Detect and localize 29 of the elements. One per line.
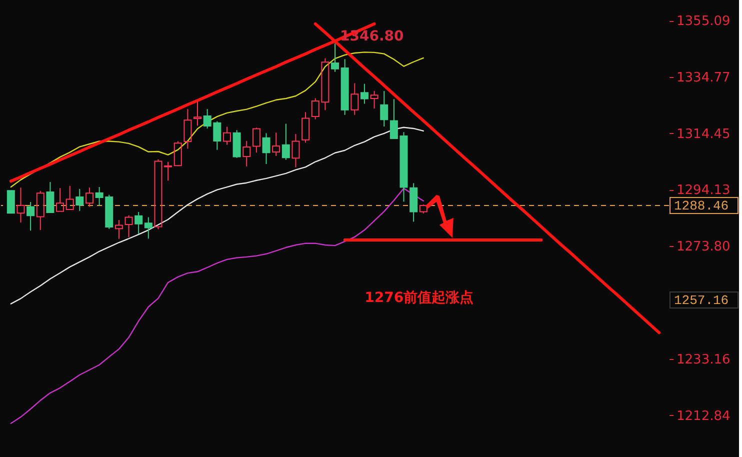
candlestick (242, 140, 251, 167)
y-tick-label: 1233.16 (676, 352, 730, 368)
candlestick (410, 182, 418, 222)
text: 1257.16 (674, 293, 729, 308)
candlestick (340, 58, 349, 116)
candlestick (194, 101, 202, 126)
candlestick (46, 182, 54, 214)
ref-line-label: 1288.46 (674, 198, 729, 214)
candlestick (184, 108, 192, 150)
candlestick (76, 188, 84, 212)
y-tick-label: 1294.13 (676, 183, 730, 198)
candlestick (16, 187, 25, 224)
candlestick (350, 82, 359, 116)
y-tick-label: 1314.45 (676, 126, 730, 142)
y-tick-label: 1355.09 (676, 14, 730, 30)
candlestick (114, 220, 123, 240)
annotation: 1346.80 (340, 28, 404, 45)
annotation: 1276前值起涨点 (364, 290, 474, 306)
line-series (10, 52, 424, 188)
candlestick (6, 190, 15, 214)
candlestick (380, 90, 388, 128)
candlestick (292, 134, 300, 168)
y-tick-label: 1273.80 (676, 240, 730, 255)
candlestick (262, 132, 270, 164)
candlestick (66, 185, 74, 210)
y-tick-label: 1334.77 (676, 70, 730, 86)
y-tick-label: 1212.84 (676, 408, 730, 424)
candlestick (56, 188, 64, 212)
candlestick (222, 126, 231, 146)
